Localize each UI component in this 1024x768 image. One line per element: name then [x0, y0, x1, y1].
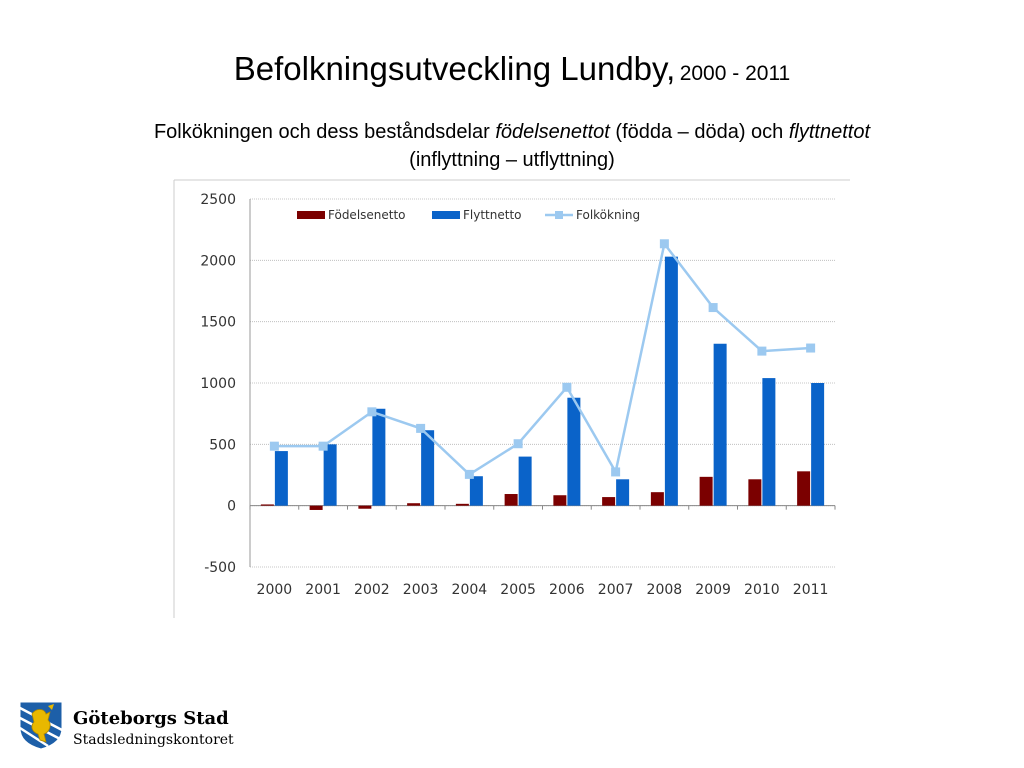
line-point: [757, 346, 767, 356]
x-tick-label: 2000: [257, 582, 293, 598]
bar-flyttnetto: [664, 256, 678, 506]
line-point: [513, 439, 523, 449]
bar-födelsenetto: [602, 497, 616, 506]
subtitle-part1: Folkökningen och dess beståndsdelar: [153, 121, 490, 143]
x-axis-ticks: 2000 2001 2002 2003 2004 2005 2006 2007 2008 2009…: [257, 582, 829, 598]
y-axis-ticks: 2500 2000 1500 1000 500 0 -500: [200, 192, 236, 576]
x-tick-label: 2005: [500, 582, 536, 598]
chart-frame: [173, 179, 850, 618]
subtitle-term-migration: flyttnettot: [788, 121, 871, 143]
x-tick-label: 2008: [647, 582, 683, 598]
bar-flyttnetto: [616, 479, 630, 506]
x-tick-label: 2011: [793, 582, 829, 598]
city-crest-icon: [19, 701, 63, 750]
line-point: [611, 467, 621, 477]
line-point: [269, 441, 279, 451]
line-folkökning: [274, 240, 811, 476]
bar-födelsenetto: [699, 476, 713, 506]
bar-flyttnetto: [323, 444, 337, 506]
line-point: [562, 382, 572, 392]
line-point: [806, 343, 816, 353]
logo-line2: Stadsledningskontoret: [73, 732, 234, 748]
bar-flyttnetto: [713, 343, 727, 506]
line-point: [464, 469, 474, 479]
subtitle-part2: (födda – döda) och: [615, 121, 784, 143]
bar-flyttnetto: [274, 451, 288, 506]
legend-swatch: [297, 211, 325, 219]
legend-swatch: [432, 211, 460, 219]
bar-födelsenetto: [650, 492, 664, 506]
bar-födelsenetto: [748, 479, 762, 506]
x-tick-label: 2004: [452, 582, 488, 598]
x-tick-label: 2007: [598, 582, 634, 598]
y-tick-label: 2500: [200, 192, 236, 208]
bar-födelsenetto: [309, 505, 323, 510]
y-tick-label: 2000: [200, 253, 236, 269]
legend-label: Flyttnetto: [463, 208, 522, 222]
bar-flyttnetto: [811, 383, 825, 506]
subtitle-term-birth: födelsenettot: [495, 121, 610, 143]
subtitle-line2: (inflyttning – utflyttning): [409, 149, 615, 171]
chart-line-series: [269, 239, 816, 479]
y-tick-label: 0: [227, 499, 236, 515]
bar-födelsenetto: [358, 505, 372, 509]
x-tick-label: 2003: [403, 582, 439, 598]
y-tick-label: 1000: [200, 376, 236, 392]
title-years: 2000 - 2011: [679, 62, 791, 85]
x-tick-label: 2009: [695, 582, 731, 598]
slide-title: Befolkningsutveckling Lundby, 2000 - 201…: [0, 50, 1024, 88]
line-point: [318, 441, 328, 451]
line-point: [416, 423, 426, 433]
slide-subtitle: Folkökningen och dess beståndsdelar föde…: [40, 118, 984, 174]
chart-legend: Födelsenetto Flyttnetto Folkökning: [297, 208, 640, 222]
y-tick-label: 500: [209, 437, 236, 453]
bar-flyttnetto: [421, 430, 435, 506]
bar-flyttnetto: [518, 456, 532, 506]
x-tick-label: 2006: [549, 582, 585, 598]
bar-födelsenetto: [797, 471, 811, 506]
goteborg-logo: Göteborgs Stad Stadsledningskontoret: [18, 698, 278, 754]
bar-flyttnetto: [567, 397, 581, 506]
title-main: Befolkningsutveckling Lundby,: [233, 50, 676, 87]
line-point: [367, 407, 377, 417]
bar-flyttnetto: [372, 408, 386, 506]
x-tick-label: 2010: [744, 582, 780, 598]
y-tick-label: 1500: [200, 315, 236, 331]
bar-flyttnetto: [469, 476, 483, 506]
logo-line1: Göteborgs Stad: [73, 708, 229, 729]
chart-gridlines: [249, 198, 836, 568]
bar-födelsenetto: [504, 494, 518, 506]
bar-födelsenetto: [553, 495, 567, 506]
bar-flyttnetto: [762, 378, 776, 506]
bar-födelsenetto: [455, 503, 469, 506]
y-tick-label: -500: [204, 560, 236, 576]
bar-födelsenetto: [260, 504, 274, 506]
legend-label: Födelsenetto: [328, 208, 406, 222]
chart-bars: [260, 256, 825, 510]
x-tick-label: 2002: [354, 582, 390, 598]
legend-swatch-marker: [555, 211, 563, 219]
line-point: [659, 239, 669, 249]
bar-födelsenetto: [407, 503, 421, 506]
legend-label: Folkökning: [576, 208, 640, 222]
x-tick-label: 2001: [305, 582, 341, 598]
line-point: [708, 303, 718, 313]
